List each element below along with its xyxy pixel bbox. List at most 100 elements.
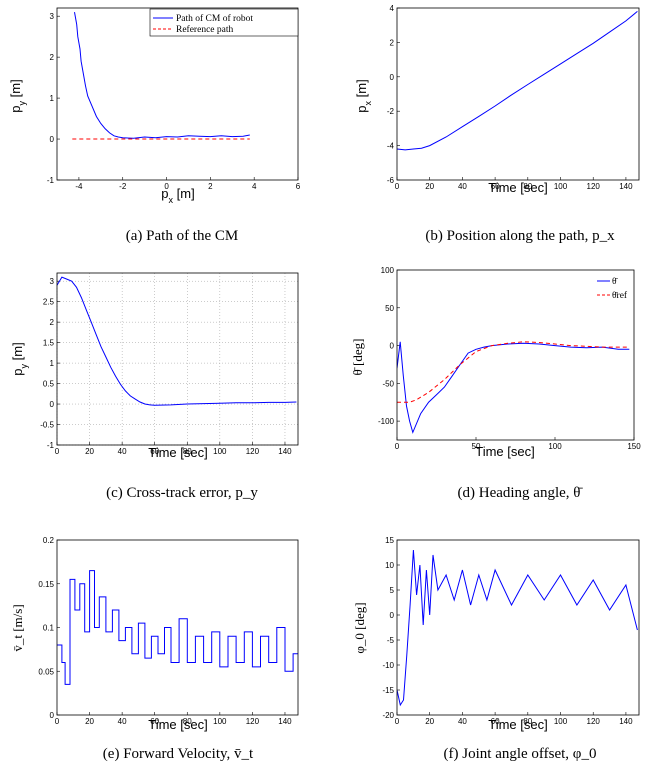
xtick-label-a-2: 0 (164, 182, 169, 191)
xtick-label-d-2: 100 (548, 442, 562, 451)
legend-a: Path of CM of robot Reference path (149, 8, 299, 37)
ticks-b: 0 20 40 60 80 100 120 140 -6 -4 -2 0 2 4 (387, 4, 633, 191)
ytick-label-c-3: 0.5 (43, 380, 55, 389)
xtick-label-d-3: 150 (627, 442, 641, 451)
caption-b: (b) Position along the path, p_x (425, 228, 615, 244)
xtick-label-f-3: 60 (491, 717, 500, 726)
caption-e: (e) Forward Velocity, v̄_t (103, 746, 254, 762)
xtick-label-b-7: 140 (619, 182, 633, 191)
ytick-label-c-8: 3 (50, 277, 55, 286)
xtick-label-c-3: 60 (150, 447, 159, 456)
ytick-label-c-6: 2 (50, 318, 55, 327)
xtick-label-a-0: -4 (75, 182, 83, 191)
xtick-label-e-4: 80 (183, 717, 192, 726)
xtick-label-e-3: 60 (150, 717, 159, 726)
xtick-label-f-4: 80 (523, 717, 532, 726)
ytick-label-e-3: 0.15 (38, 580, 54, 589)
series-c (57, 276, 297, 406)
grid-c (56, 273, 298, 446)
ylabel-d: θ̄ [deg] (350, 339, 365, 376)
series-line-e-0 (57, 570, 298, 685)
series-b (397, 11, 638, 151)
ticks-d: 0 50 100 150 -100 -50 0 50 100 (378, 266, 641, 451)
ytick-label-c-4: 1 (50, 359, 55, 368)
ytick-label-f-3: -5 (387, 636, 395, 645)
ytick-label-e-2: 0.1 (43, 624, 55, 633)
series-d (397, 341, 630, 434)
xtick-label-f-1: 20 (425, 717, 434, 726)
legend-box-a (149, 8, 299, 37)
ytick-label-c-5: 1.5 (43, 339, 55, 348)
xtick-label-d-1: 50 (472, 442, 481, 451)
ytick-label-f-4: 0 (390, 611, 395, 620)
xtick-label-c-0: 0 (55, 447, 60, 456)
ytick-label-f-7: 15 (385, 536, 394, 545)
xtick-label-e-6: 120 (246, 717, 260, 726)
ytick-label-d-1: -50 (382, 379, 394, 388)
ytick-label-f-6: 10 (385, 561, 394, 570)
series-line-a-0 (74, 12, 250, 139)
ticks-c: 0 20 40 60 80 100 120 140 -1 -0.5 0 0.5 1 1.5 2 2.5 3 (40, 277, 292, 456)
panel-c: 0 20 40 60 80 100 120 140 -1 -0.5 0 0.5 1 1.5 2 2.5 3 Ti… (10, 272, 299, 501)
ylabel-b: px [m] (354, 79, 373, 112)
ytick-label-a-1: 0 (50, 135, 55, 144)
xtick-label-b-5: 100 (554, 182, 568, 191)
ytick-label-f-1: -15 (382, 686, 394, 695)
xtick-label-b-2: 40 (458, 182, 467, 191)
legend-label-a-robot: Path of CM of robot (176, 13, 253, 24)
ytick-label-a-4: 3 (50, 12, 55, 21)
xtick-label-b-4: 80 (523, 182, 532, 191)
ytick-label-d-2: 0 (390, 342, 395, 351)
series-line-f-0 (397, 549, 638, 707)
xtick-label-e-1: 20 (85, 717, 94, 726)
series-line-d-0 (397, 341, 630, 434)
axes-frame-f (396, 539, 640, 716)
ytick-label-f-0: -20 (382, 711, 394, 720)
legend-label-a-ref: Reference path (176, 24, 233, 35)
xtick-label-f-2: 40 (458, 717, 467, 726)
xtick-label-b-1: 20 (425, 182, 434, 191)
xtick-label-e-2: 40 (118, 717, 127, 726)
ytick-label-c-0: -1 (47, 441, 55, 450)
ytick-label-b-2: -2 (387, 107, 395, 116)
xlabel-d: Time [sec] (475, 444, 534, 459)
legend-d: θ̄ θ̄ref (597, 277, 628, 301)
ylabel-e: v̄_t [m/s] (10, 604, 25, 651)
xtick-label-e-5: 100 (213, 717, 227, 726)
xlabel-b: Time [sec] (488, 180, 547, 195)
xtick-label-a-1: -2 (119, 182, 127, 191)
caption-c: (c) Cross-track error, p_y (106, 485, 258, 501)
ytick-label-b-5: 4 (390, 4, 395, 13)
ylabel-c: py [m] (10, 342, 29, 375)
axes-frame-c (56, 272, 299, 446)
series-line-b-0 (397, 11, 638, 151)
ytick-label-c-1: -0.5 (40, 421, 54, 430)
ytick-label-b-0: -6 (387, 176, 395, 185)
ticks-f: 0 20 40 60 80 100 120 140 -20 -15 -10 -5 0 5 10 15 (382, 536, 633, 726)
xtick-label-b-6: 120 (587, 182, 601, 191)
panel-b: 0 20 40 60 80 100 120 140 -6 -4 -2 0 2 4 Time [sec] p… (354, 4, 640, 244)
ytick-label-d-3: 50 (385, 304, 394, 313)
ytick-label-c-7: 2.5 (43, 298, 55, 307)
ytick-label-e-0: 0 (50, 711, 55, 720)
xtick-label-a-5: 6 (296, 182, 301, 191)
xtick-label-a-4: 4 (252, 182, 257, 191)
ytick-label-a-2: 1 (50, 94, 55, 103)
xtick-label-f-7: 140 (619, 717, 633, 726)
ylabel-a: py [m] (8, 79, 27, 112)
ytick-label-b-1: -4 (387, 142, 395, 151)
axes-frame-a (56, 7, 299, 181)
panel-a: -4 -2 0 2 4 6 -1 0 1 2 3 px [m] py [m] Path of CM … (8, 7, 301, 244)
caption-d: (d) Heading angle, θ̄ (458, 485, 584, 501)
ytick-label-a-3: 2 (50, 53, 55, 62)
ytick-label-c-2: 0 (50, 400, 55, 409)
ytick-label-f-2: -10 (382, 661, 394, 670)
xtick-label-c-1: 20 (85, 447, 94, 456)
panel-e: 0 20 40 60 80 100 120 140 0 0.05 0.1 0.15 0.2 Time [… (10, 536, 299, 762)
series-e (57, 570, 298, 685)
caption-a: (a) Path of the CM (126, 228, 238, 244)
ticks-e: 0 20 40 60 80 100 120 140 0 0.05 0.1 0.15 0.2 (38, 536, 292, 726)
xtick-label-c-5: 100 (213, 447, 227, 456)
ytick-label-b-4: 2 (390, 38, 395, 47)
